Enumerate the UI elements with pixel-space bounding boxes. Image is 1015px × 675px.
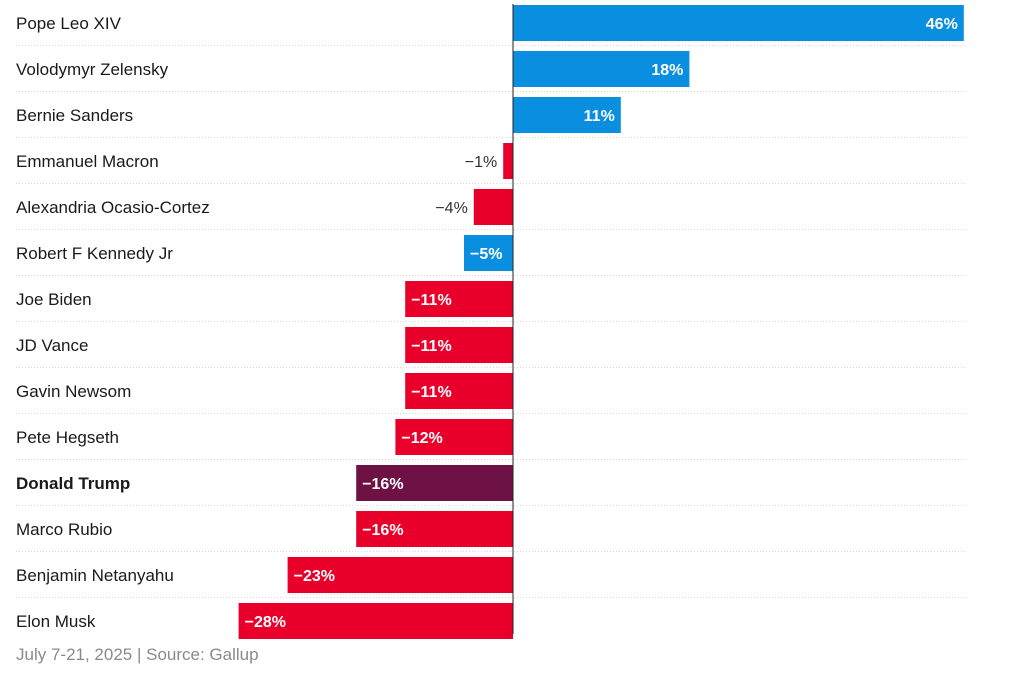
category-label-emmanuel-macron: Emmanuel Macron	[16, 152, 159, 171]
value-label-emmanuel-macron: −1%	[465, 154, 497, 171]
value-label-bernie-sanders: 11%	[584, 108, 615, 125]
category-label-marco-rubio: Marco Rubio	[16, 520, 112, 539]
category-label-robert-f-kennedy-jr: Robert F Kennedy Jr	[16, 244, 173, 263]
net-favorability-bar-chart: Pope Leo XIV 46% Volodymyr Zelensky 18% Bern…	[16, 4, 966, 639]
bar-emmanuel-macron	[503, 143, 513, 179]
category-label-joe-biden: Joe Biden	[16, 290, 92, 309]
category-label-donald-trump: Donald Trump	[16, 474, 130, 493]
category-label-alexandria-ocasio-cortez: Alexandria Ocasio-Cortez	[16, 198, 210, 217]
bar-pope-leo-xiv	[513, 5, 964, 41]
bar-robert-f-kennedy-jr	[464, 235, 513, 271]
category-label-volodymyr-zelensky: Volodymyr Zelensky	[16, 60, 169, 79]
bar-volodymyr-zelensky	[513, 51, 690, 87]
category-label-benjamin-netanyahu: Benjamin Netanyahu	[16, 566, 174, 585]
category-label-bernie-sanders: Bernie Sanders	[16, 106, 133, 125]
category-label-gavin-newsom: Gavin Newsom	[16, 382, 131, 401]
bar-joe-biden	[405, 281, 513, 317]
bar-elon-musk	[238, 603, 513, 639]
bar-jd-vance	[405, 327, 513, 363]
value-label-alexandria-ocasio-cortez: −4%	[435, 200, 467, 217]
value-label-volodymyr-zelensky: 18%	[651, 62, 683, 79]
bar-marco-rubio	[356, 511, 513, 547]
category-label-jd-vance: JD Vance	[16, 336, 88, 355]
value-label-gavin-newsom: −11%	[411, 384, 451, 401]
bar-pete-hegseth	[395, 419, 513, 455]
value-label-pete-hegseth: −12%	[401, 430, 442, 447]
bar-alexandria-ocasio-cortez	[473, 189, 513, 225]
value-label-pope-leo-xiv: 46%	[926, 16, 958, 33]
category-label-pope-leo-xiv: Pope Leo XIV	[16, 14, 122, 33]
category-label-elon-musk: Elon Musk	[16, 612, 96, 631]
value-label-joe-biden: −11%	[411, 292, 451, 309]
value-label-jd-vance: −11%	[411, 338, 451, 355]
category-label-pete-hegseth: Pete Hegseth	[16, 428, 119, 447]
value-label-benjamin-netanyahu: −23%	[294, 568, 335, 585]
bar-donald-trump	[356, 465, 513, 501]
bar-gavin-newsom	[405, 373, 513, 409]
source-note: July 7-21, 2025 | Source: Gallup	[16, 645, 259, 664]
bar-bernie-sanders	[513, 97, 621, 133]
bar-benjamin-netanyahu	[287, 557, 513, 593]
value-label-robert-f-kennedy-jr: −5%	[470, 246, 502, 263]
value-label-donald-trump: −16%	[362, 476, 403, 493]
value-label-marco-rubio: −16%	[362, 522, 403, 539]
value-label-elon-musk: −28%	[245, 614, 286, 631]
